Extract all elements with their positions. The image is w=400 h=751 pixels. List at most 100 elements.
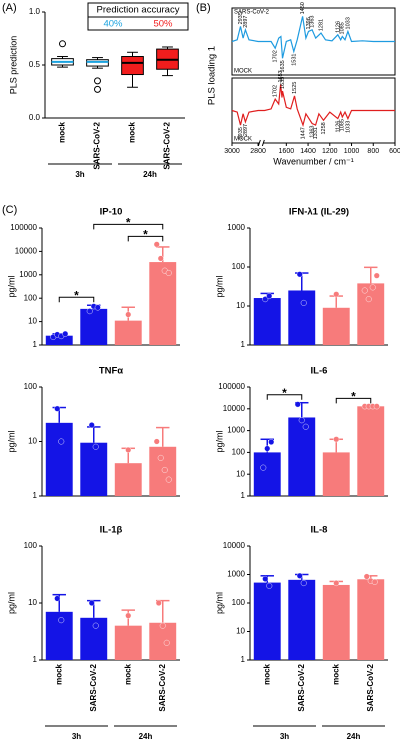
data-point: [54, 405, 61, 412]
y-tick-label: 1000: [227, 570, 245, 579]
significance-label: *: [282, 386, 287, 400]
peak-label: 1363: [310, 126, 316, 138]
y-tick-label: 10: [28, 598, 37, 607]
bar: [357, 283, 385, 345]
y-tick-label: 1000: [227, 426, 245, 435]
class-label: SARS-CoV-2: [234, 10, 270, 16]
data-point: [300, 299, 307, 306]
bar: [80, 308, 108, 345]
peak-label: 1126: [335, 21, 341, 33]
axis-break-gap: [259, 140, 264, 146]
bar: [80, 442, 108, 496]
bar: [149, 622, 177, 660]
peak-label: 1653: [278, 70, 284, 82]
data-point: [373, 272, 380, 279]
chart-title: TNFα: [99, 366, 123, 377]
y-tick-label: 100000: [10, 223, 37, 232]
data-point: [266, 293, 273, 300]
peak-label: 1450: [300, 2, 306, 14]
bar: [288, 579, 316, 660]
data-point: [302, 423, 309, 430]
y-axis-label: pg/ml: [6, 275, 16, 297]
class-label: MOCK: [234, 69, 252, 75]
peak-label: 1085: [340, 22, 346, 34]
data-point: [86, 308, 93, 315]
data-point: [260, 464, 267, 471]
y-tick-label: 100: [24, 541, 38, 550]
y-tick-label: 10: [28, 317, 37, 326]
data-point: [264, 445, 271, 452]
data-point: [157, 454, 164, 461]
data-point: [262, 575, 269, 582]
y-tick-label: 10000: [223, 541, 246, 550]
y-axis-label: PLS loading 1: [207, 46, 218, 105]
y-tick-label: 0.5: [29, 60, 41, 69]
data-point: [54, 595, 61, 602]
data-point: [333, 436, 340, 443]
y-tick-label: 100: [232, 448, 246, 457]
bar: [45, 422, 73, 496]
data-point: [262, 296, 269, 303]
data-point: [296, 572, 303, 579]
peak-label: 1363: [310, 16, 316, 28]
data-point: [157, 255, 164, 262]
group-label: 24h: [347, 732, 361, 741]
chart-title: IL-8: [311, 525, 328, 536]
y-tick-label: 100: [24, 293, 38, 302]
data-point: [125, 612, 132, 619]
peak-label: 2897: [243, 124, 249, 136]
significance-bracket: [93, 223, 164, 230]
data-point: [333, 291, 340, 298]
x-tick-label: mock: [58, 121, 67, 142]
y-tick-label: 10000: [223, 404, 246, 413]
data-point: [125, 311, 132, 318]
y-tick-label: 1: [33, 340, 38, 349]
significance-bracket: [266, 394, 303, 400]
outlier: [94, 85, 101, 93]
data-point: [62, 330, 69, 337]
peak-label: 1396: [306, 17, 312, 29]
axis-break: [257, 139, 261, 147]
data-point: [161, 466, 168, 473]
data-point: [266, 582, 273, 589]
peak-label: 2897: [243, 16, 249, 28]
data-point: [365, 296, 372, 303]
data-point: [369, 284, 376, 291]
x-tick-label: SARS-CoV-2: [366, 663, 375, 711]
peak-label: 1281: [318, 19, 324, 31]
class-label: MOCK: [234, 137, 252, 143]
group-label: 3h: [75, 170, 84, 179]
y-tick-label: 100: [232, 262, 246, 271]
x-tick-label: 1400: [300, 148, 316, 155]
box: [86, 59, 109, 67]
bar: [149, 262, 177, 345]
significance-label: *: [74, 288, 79, 302]
outlier: [59, 40, 66, 48]
y-tick-label: 10000: [15, 247, 38, 256]
box: [121, 56, 144, 76]
bar: [288, 417, 316, 496]
peak-label: 2935: [238, 12, 244, 24]
data-point: [92, 622, 99, 629]
significance-bracket: [58, 296, 95, 303]
peak-label: 1085: [340, 119, 346, 131]
y-axis-label: pg/ml: [214, 430, 224, 452]
significance-bracket: [127, 235, 164, 242]
x-tick-label: SARS-CoV-2: [89, 663, 98, 711]
y-tick-label: 10: [236, 627, 245, 636]
significance-bracket: [335, 397, 372, 404]
data-point: [268, 438, 275, 445]
peak-label: 1258: [321, 122, 327, 134]
y-tick-label: 10: [28, 437, 37, 446]
data-point: [153, 241, 160, 248]
peak-label: 2935: [238, 127, 244, 139]
peak-label: 1447: [300, 127, 306, 139]
x-tick-label: mock: [128, 121, 137, 142]
x-tick-label: 3000: [224, 148, 240, 155]
peak-label: 1033: [345, 121, 351, 133]
bar: [253, 298, 281, 345]
y-axis-label: PLS prediction: [8, 36, 18, 95]
group-label: 24h: [139, 732, 153, 741]
bar: [253, 452, 281, 496]
